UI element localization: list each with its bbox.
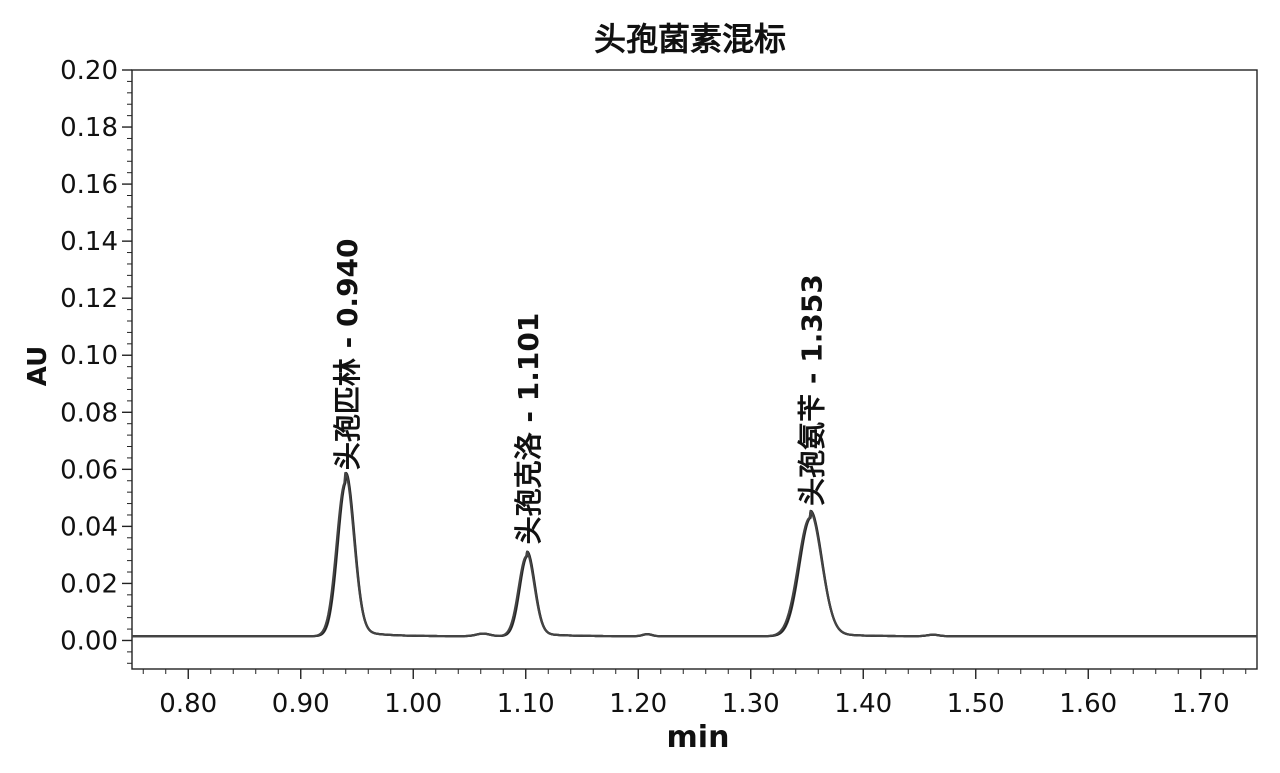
y-tick-label: 0.00 [60,626,118,656]
x-tick-label: 0.90 [272,689,330,719]
plot-frame [131,69,1258,670]
chart-title: 头孢菌素混标 [593,20,786,58]
x-axis-label: min [667,720,730,755]
y-tick-label: 0.14 [60,227,118,257]
x-tick-label: 1.30 [722,689,780,719]
peak-label: 头孢匹林 - 0.940 [331,238,364,470]
traces [131,471,1258,638]
chromatogram-trace [131,472,1258,638]
x-tick-label: 0.80 [159,689,217,719]
y-tick-label: 0.08 [60,398,118,428]
y-tick-label: 0.20 [60,56,118,86]
x-tick-label: 1.20 [609,689,667,719]
x-tick-label: 1.40 [834,689,892,719]
y-tick-label: 0.06 [60,455,118,485]
x-tick-label: 1.60 [1059,689,1117,719]
chromatogram-trace [131,471,1258,638]
x-tick-label: 1.50 [947,689,1005,719]
axes: 0.00 0.02 0.04 0.06 0.08 0.10 0.12 0.14 0.16 0.18… [60,56,1258,719]
peak-label: 头孢克洛 - 1.101 [512,313,545,545]
peak-label: 头孢氨苄 - 1.353 [795,274,828,506]
y-tick-label: 0.04 [60,512,118,542]
y-tick-label: 0.02 [60,569,118,599]
y-axis-label: AU [23,346,53,386]
x-tick-label: 1.00 [384,689,442,719]
x-tick-label: 1.10 [497,689,555,719]
y-tick-label: 0.18 [60,113,118,143]
y-tick-label: 0.12 [60,284,118,314]
chromatogram-trace [131,471,1258,638]
peak-labels: 头孢匹林 - 0.940 头孢克洛 - 1.101 头孢氨苄 - 1.353 [331,238,829,544]
x-tick-label: 1.70 [1172,689,1230,719]
y-tick-label: 0.10 [60,341,118,371]
y-tick-label: 0.16 [60,170,118,200]
